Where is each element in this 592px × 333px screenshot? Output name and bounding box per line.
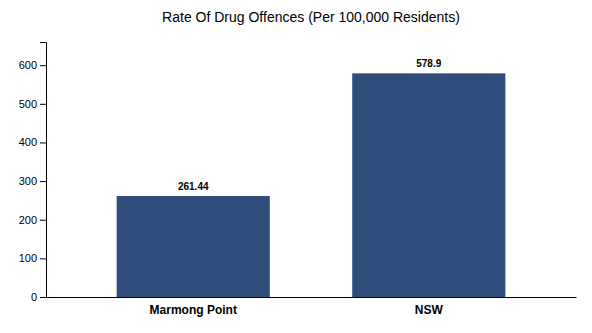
x-axis-line — [47, 297, 577, 298]
y-tick-mark — [40, 258, 46, 259]
chart: 0 100 200 300 400 500 600 Marmong Point NSW 261.4… — [0, 0, 592, 333]
bar — [352, 73, 505, 297]
x-tick: Marmong Point — [150, 303, 237, 317]
y-tick: 400 — [19, 136, 46, 148]
y-tick: 300 — [19, 175, 46, 187]
y-axis-line — [40, 43, 47, 298]
data-label: 261.44 — [178, 181, 209, 192]
y-tick-mark — [40, 181, 46, 182]
y-tick-label: 100 — [19, 252, 37, 264]
y-tick: 200 — [19, 214, 46, 226]
y-tick-label: 300 — [19, 175, 37, 187]
y-tick: 100 — [19, 252, 46, 264]
y-tick-mark — [40, 65, 46, 66]
bar — [117, 196, 270, 297]
x-tick: NSW — [415, 303, 444, 317]
data-label: 578.9 — [416, 58, 441, 69]
x-tick-label: Marmong Point — [150, 303, 237, 317]
y-tick-mark — [40, 220, 46, 221]
plot: 0 100 200 300 400 500 600 Marmong Point NSW 261.4… — [19, 43, 577, 317]
y-tick-mark — [40, 142, 46, 143]
y-axis: 0 100 200 300 400 500 600 — [19, 43, 47, 304]
y-tick-label: 200 — [19, 214, 37, 226]
y-tick-label: 500 — [19, 98, 37, 110]
data-labels: 261.44 578.9 — [178, 58, 442, 192]
y-tick: 0 — [31, 291, 46, 303]
y-tick: 500 — [19, 98, 46, 110]
bars — [117, 73, 506, 297]
x-axis: Marmong Point NSW — [47, 298, 577, 317]
y-tick-label: 600 — [19, 59, 37, 71]
y-tick-mark — [40, 297, 46, 298]
y-tick-mark — [40, 104, 46, 105]
x-tick-label: NSW — [415, 303, 444, 317]
y-tick-label: 0 — [31, 291, 37, 303]
title: Rate Of Drug Offences (Per 100,000 Resid… — [162, 9, 460, 25]
y-tick-label: 400 — [19, 136, 37, 148]
y-tick: 600 — [19, 59, 46, 71]
